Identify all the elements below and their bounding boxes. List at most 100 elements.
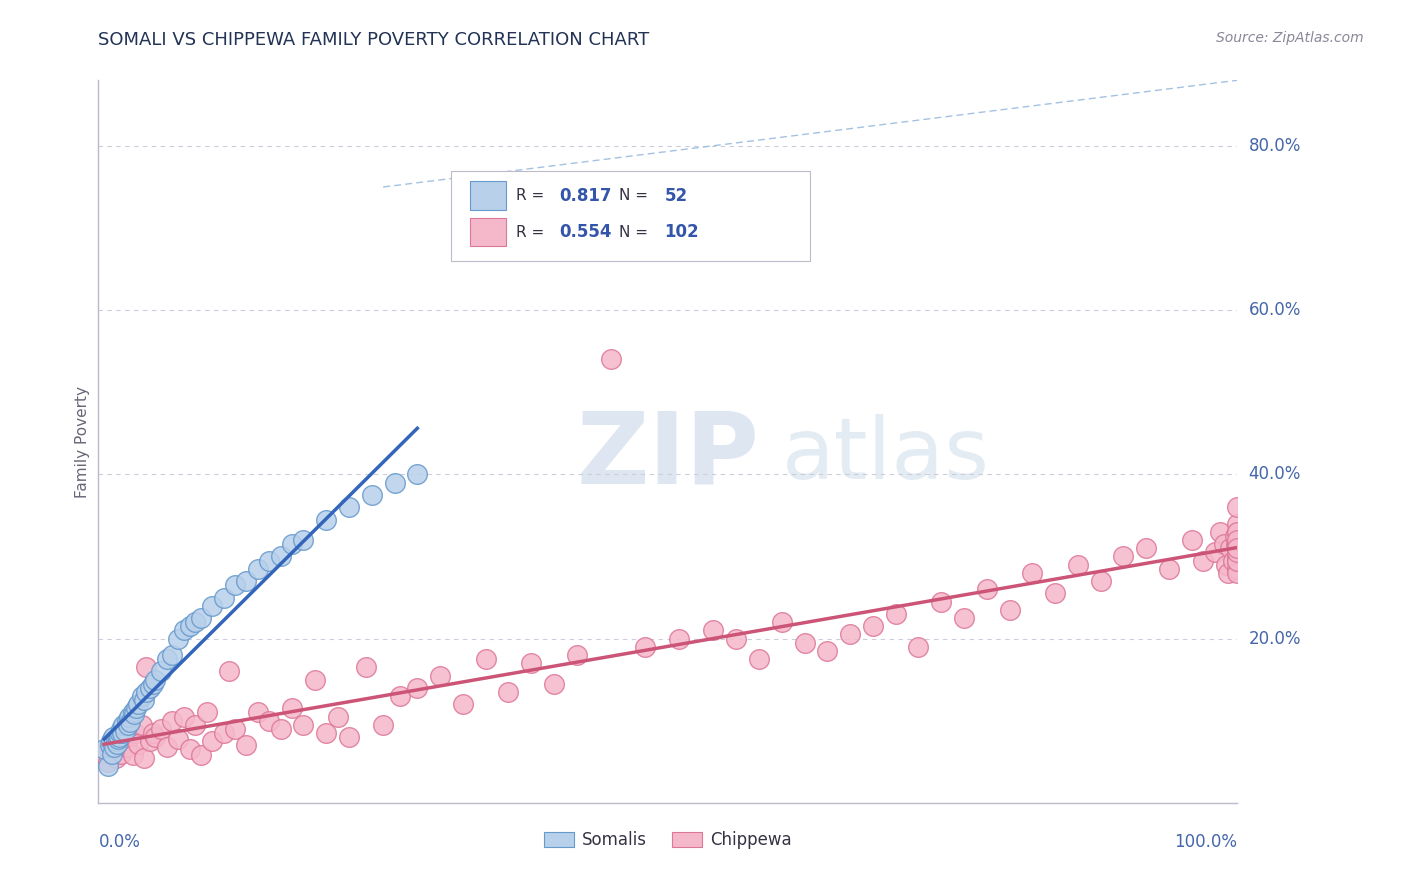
Text: SOMALI VS CHIPPEWA FAMILY POVERTY CORRELATION CHART: SOMALI VS CHIPPEWA FAMILY POVERTY CORREL… bbox=[98, 31, 650, 49]
Point bbox=[184, 718, 207, 732]
Point bbox=[1226, 562, 1249, 576]
FancyBboxPatch shape bbox=[451, 170, 810, 260]
Text: 52: 52 bbox=[665, 187, 688, 205]
Point bbox=[104, 750, 127, 764]
Point bbox=[1219, 541, 1241, 556]
Y-axis label: Family Poverty: Family Poverty bbox=[75, 385, 90, 498]
Point bbox=[110, 722, 132, 736]
Point bbox=[135, 660, 157, 674]
Point bbox=[1225, 537, 1247, 551]
Point bbox=[748, 652, 770, 666]
Point bbox=[1226, 524, 1249, 539]
Point bbox=[1226, 553, 1249, 567]
Text: N =: N = bbox=[619, 188, 652, 203]
FancyBboxPatch shape bbox=[470, 218, 506, 246]
Point bbox=[1226, 541, 1249, 556]
Point bbox=[112, 734, 135, 748]
Point bbox=[131, 689, 153, 703]
Point bbox=[127, 698, 149, 712]
Point bbox=[976, 582, 998, 597]
Point bbox=[100, 734, 122, 748]
Point bbox=[121, 706, 143, 720]
Point bbox=[235, 574, 257, 588]
Point bbox=[132, 750, 155, 764]
Text: N =: N = bbox=[619, 225, 652, 240]
Point bbox=[259, 553, 281, 567]
Point bbox=[107, 731, 129, 746]
Point bbox=[315, 726, 337, 740]
Point bbox=[292, 533, 315, 547]
Point bbox=[131, 718, 153, 732]
Point bbox=[543, 677, 565, 691]
Point bbox=[103, 739, 125, 754]
Point bbox=[114, 723, 136, 738]
FancyBboxPatch shape bbox=[470, 181, 506, 211]
Point bbox=[179, 742, 201, 756]
Point bbox=[360, 488, 382, 502]
Point bbox=[702, 624, 724, 638]
Point bbox=[93, 747, 115, 761]
Point bbox=[145, 730, 167, 744]
Point bbox=[770, 615, 793, 630]
Text: 40.0%: 40.0% bbox=[1249, 466, 1301, 483]
Point bbox=[120, 715, 142, 730]
Point bbox=[173, 624, 195, 638]
Point bbox=[150, 722, 173, 736]
Point bbox=[1192, 553, 1215, 567]
Point bbox=[115, 739, 138, 754]
Point bbox=[1021, 566, 1043, 580]
Point bbox=[162, 714, 184, 728]
Point bbox=[162, 648, 184, 662]
Point bbox=[224, 578, 246, 592]
Point bbox=[1215, 558, 1237, 572]
Legend: Somalis, Chippewa: Somalis, Chippewa bbox=[537, 824, 799, 856]
Text: 0.554: 0.554 bbox=[560, 223, 612, 241]
Point bbox=[1222, 553, 1244, 567]
Point bbox=[929, 594, 952, 608]
Point bbox=[1090, 574, 1112, 588]
Point bbox=[389, 689, 412, 703]
Point bbox=[406, 681, 429, 695]
Point bbox=[281, 537, 304, 551]
Point bbox=[668, 632, 690, 646]
Point bbox=[953, 611, 976, 625]
Point bbox=[120, 722, 142, 736]
Point bbox=[115, 714, 138, 728]
Point bbox=[184, 615, 207, 630]
Point bbox=[1212, 537, 1234, 551]
Point bbox=[884, 607, 907, 621]
Point bbox=[190, 748, 212, 763]
Point bbox=[224, 722, 246, 736]
Point bbox=[201, 734, 224, 748]
Point bbox=[167, 632, 190, 646]
Point bbox=[600, 352, 623, 367]
Point bbox=[259, 714, 281, 728]
Point bbox=[101, 742, 124, 756]
Point bbox=[150, 665, 173, 679]
Point bbox=[135, 685, 157, 699]
Point bbox=[142, 726, 165, 740]
Point bbox=[156, 652, 179, 666]
Point bbox=[998, 603, 1021, 617]
Point bbox=[1226, 566, 1249, 580]
Point bbox=[315, 512, 337, 526]
Text: 0.817: 0.817 bbox=[560, 187, 612, 205]
Point bbox=[1226, 516, 1249, 531]
Point bbox=[384, 475, 406, 490]
Point bbox=[96, 759, 118, 773]
Point bbox=[156, 739, 179, 754]
Point bbox=[142, 677, 165, 691]
Point bbox=[354, 660, 377, 674]
Point bbox=[634, 640, 657, 654]
Point bbox=[1181, 533, 1204, 547]
Point bbox=[118, 709, 141, 723]
Point bbox=[138, 734, 160, 748]
Point bbox=[105, 737, 128, 751]
Point bbox=[474, 652, 496, 666]
Text: Source: ZipAtlas.com: Source: ZipAtlas.com bbox=[1216, 31, 1364, 45]
Point bbox=[1226, 533, 1249, 547]
Point bbox=[108, 730, 131, 744]
Point bbox=[108, 726, 131, 740]
Point bbox=[292, 718, 315, 732]
Point bbox=[451, 698, 474, 712]
